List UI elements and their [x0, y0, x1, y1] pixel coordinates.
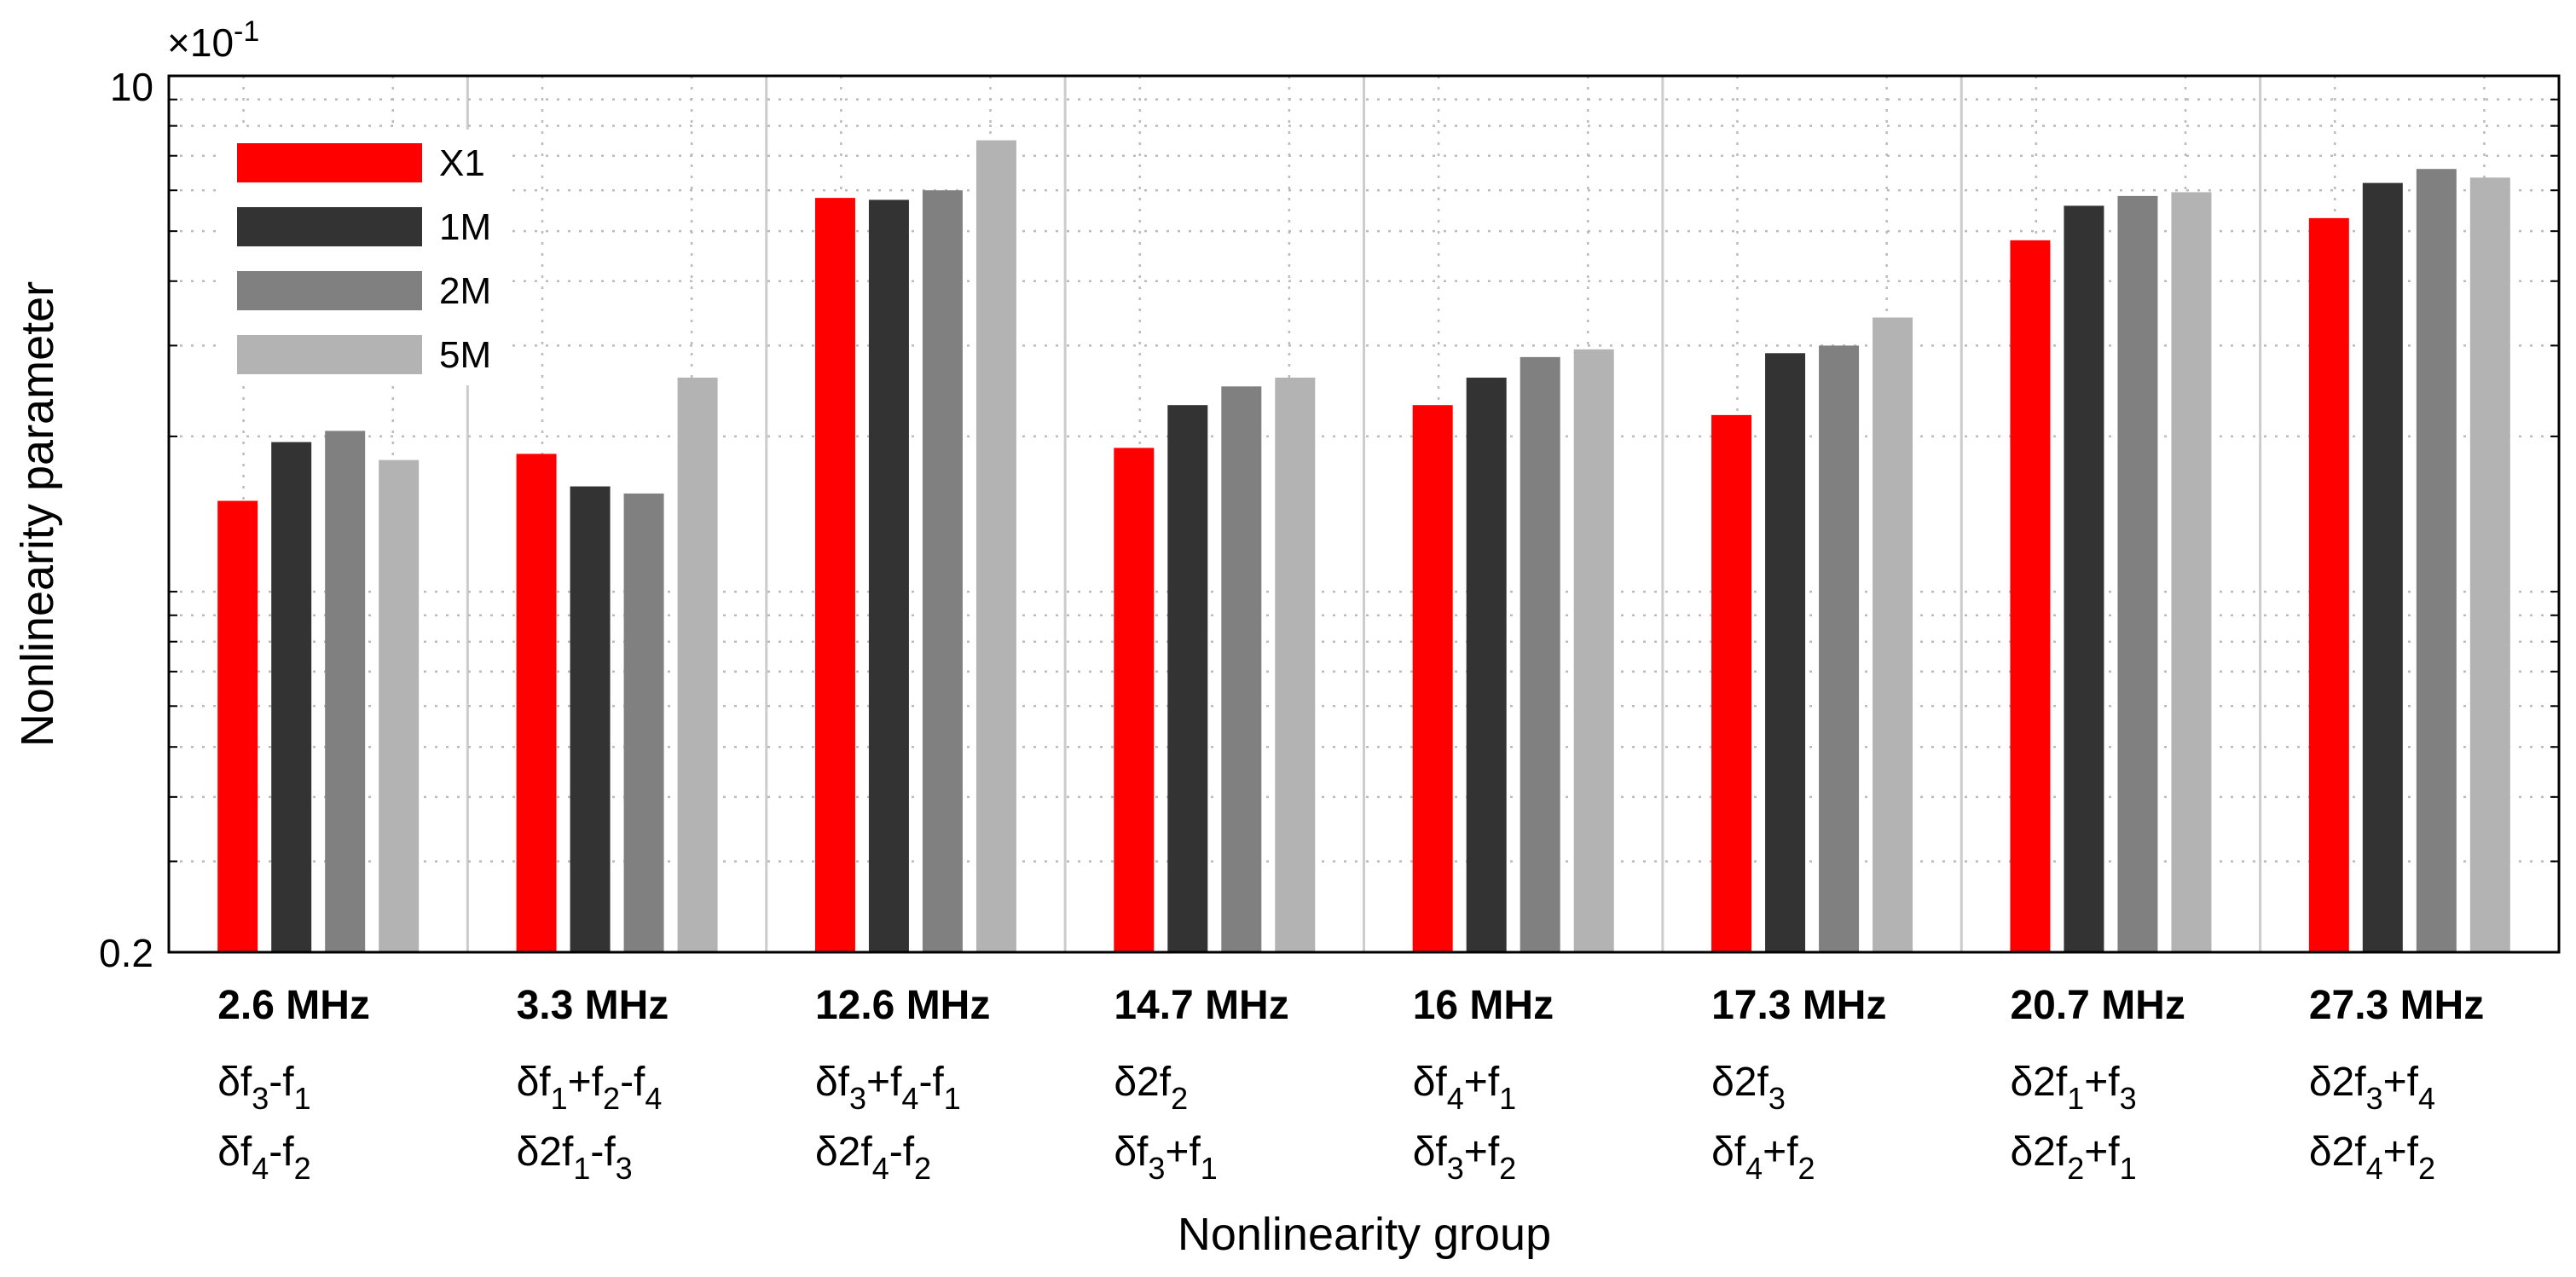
bar-2m-8 — [2416, 169, 2457, 953]
y-exponent-base: ×10 — [167, 20, 234, 65]
bar-1m-2 — [570, 486, 611, 952]
category-label-1: 2.6 MHz — [217, 983, 370, 1028]
combination-label-5-2: δf3+f2 — [1413, 1130, 1517, 1186]
bar-5m-6 — [1873, 317, 1913, 952]
legend-label-5m: 5M — [439, 334, 491, 376]
combination-label-7-1: δ2f1+f3 — [2010, 1060, 2136, 1116]
bar-x1-7 — [2010, 240, 2051, 952]
y-exponent-power: -1 — [234, 15, 259, 48]
bar-x1-5 — [1412, 405, 1453, 952]
legend-label-2m: 2M — [439, 270, 491, 312]
bar-x1-3 — [814, 198, 855, 953]
legend-swatch-x1 — [237, 143, 422, 182]
combination-label-8-1: δ2f3+f4 — [2309, 1060, 2435, 1116]
category-label-5: 16 MHz — [1413, 983, 1554, 1028]
bar-2m-7 — [2117, 195, 2158, 952]
bar-5m-4 — [1275, 377, 1316, 952]
legend-swatch-5m — [237, 335, 422, 374]
x-axis-title: Nonlinearity group — [1178, 1209, 1551, 1260]
combination-label-4-2: δf3+f1 — [1114, 1130, 1218, 1186]
combination-label-6-2: δf4+f2 — [1711, 1130, 1815, 1186]
legend-swatch-1m — [237, 207, 422, 246]
legend: X1 1M 2M 5M — [223, 130, 505, 385]
category-label-3: 12.6 MHz — [815, 983, 990, 1028]
bar-1m-8 — [2362, 182, 2403, 953]
legend-label-1m: 1M — [439, 206, 491, 248]
bar-1m-6 — [1765, 353, 1806, 952]
y-exponent-label: ×10-1 — [167, 15, 259, 65]
bar-x1-8 — [2308, 217, 2349, 953]
bar-5m-5 — [1573, 349, 1614, 952]
x-category-labels: 2.6 MHz δf3-f1 δf4-f2 3.3 MHz δf1+f2-f4 δ2f1-… — [217, 983, 2484, 1186]
bar-2m-5 — [1520, 356, 1560, 952]
combination-label-3-2: δ2f4-f2 — [815, 1130, 931, 1186]
bar-x1-6 — [1711, 414, 1752, 952]
bar-2m-3 — [922, 190, 963, 953]
category-label-7: 20.7 MHz — [2010, 983, 2185, 1028]
legend-label-x1: X1 — [439, 142, 485, 184]
bar-5m-1 — [379, 459, 420, 952]
bar-2m-1 — [325, 430, 366, 952]
category-label-6: 17.3 MHz — [1711, 983, 1886, 1028]
combination-label-1-2: δf4-f2 — [217, 1130, 310, 1186]
combination-label-5-1: δf4+f1 — [1413, 1060, 1517, 1116]
bar-series — [217, 140, 2510, 953]
bar-1m-7 — [2064, 205, 2104, 952]
bar-1m-1 — [271, 442, 312, 952]
y-tick-label-top: 10 — [110, 65, 153, 109]
bar-2m-2 — [623, 493, 664, 952]
y-axis-title: Nonlinearity parameter — [12, 281, 63, 747]
bar-1m-3 — [868, 199, 909, 952]
y-tick-label-bottom: 0.2 — [99, 931, 153, 975]
bar-1m-4 — [1167, 405, 1208, 952]
combination-label-3-1: δf3+f4-f1 — [815, 1060, 961, 1116]
bar-5m-8 — [2469, 177, 2510, 953]
bar-5m-3 — [975, 140, 1016, 952]
category-label-8: 27.3 MHz — [2309, 983, 2484, 1028]
combination-label-6-1: δ2f3 — [1711, 1060, 1786, 1116]
axis-ticks: 10 0.2 ×10-1 — [99, 15, 2559, 975]
combination-label-8-2: δ2f4+f2 — [2309, 1130, 2435, 1186]
bar-x1-2 — [516, 454, 557, 952]
combination-label-1-1: δf3-f1 — [217, 1060, 310, 1116]
bar-x1-4 — [1114, 448, 1155, 952]
bar-x1-1 — [217, 500, 258, 952]
bar-5m-2 — [677, 377, 718, 952]
bar-2m-6 — [1819, 345, 1860, 953]
category-label-4: 14.7 MHz — [1114, 983, 1288, 1028]
legend-swatch-2m — [237, 271, 422, 310]
plot-frame — [167, 74, 2561, 954]
combination-label-2-1: δf1+f2-f4 — [517, 1060, 663, 1116]
bar-5m-7 — [2171, 192, 2212, 952]
combination-label-4-1: δ2f2 — [1114, 1060, 1188, 1116]
combination-label-2-2: δ2f1-f3 — [517, 1130, 633, 1186]
bar-2m-4 — [1221, 386, 1262, 953]
combination-label-7-2: δ2f2+f1 — [2010, 1130, 2136, 1186]
category-label-2: 3.3 MHz — [517, 983, 669, 1028]
bar-1m-5 — [1466, 377, 1507, 952]
